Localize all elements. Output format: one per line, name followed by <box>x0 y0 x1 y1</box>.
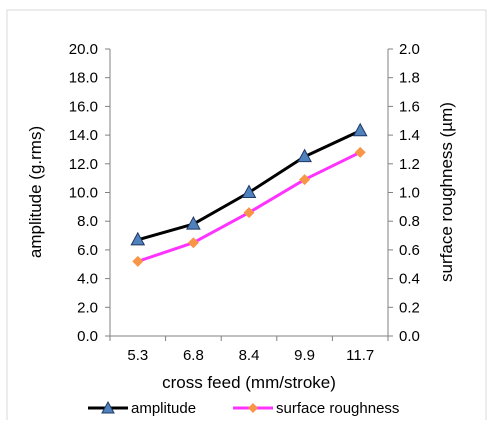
y-left-tick-label: 0.0 <box>77 328 98 345</box>
legend-amplitude-label: amplitude <box>131 400 196 417</box>
x-tick-label: 6.8 <box>183 347 204 364</box>
y-axis-left-title: amplitude (g.rms) <box>26 126 45 258</box>
y-left-tick-label: 6.0 <box>77 242 98 259</box>
y-right-tick-label: 0.0 <box>399 328 420 345</box>
y-left-tick-label: 12.0 <box>69 156 98 173</box>
y-left-tick-label: 16.0 <box>69 98 98 115</box>
y-right-tick-label: 1.4 <box>399 127 420 144</box>
y-left-tick-label: 2.0 <box>77 299 98 316</box>
x-axis-title: cross feed (mm/stroke) <box>162 373 336 392</box>
y-right-tick-label: 0.4 <box>399 271 420 288</box>
x-tick-label: 8.4 <box>239 347 260 364</box>
y-left-tick-label: 14.0 <box>69 127 98 144</box>
y-left-tick-label: 20.0 <box>69 41 98 58</box>
x-tick-label: 11.7 <box>346 347 374 364</box>
y-right-tick-label: 0.6 <box>399 242 420 259</box>
y-left-tick-label: 4.0 <box>77 271 98 288</box>
y-axis-right-title: surface roughness (µm) <box>437 102 456 282</box>
y-right-tick-label: 0.2 <box>399 299 420 316</box>
y-left-tick-label: 18.0 <box>69 70 98 87</box>
x-tick-label: 5.3 <box>127 347 148 364</box>
y-right-tick-label: 1.0 <box>399 185 420 202</box>
y-right-tick-label: 1.2 <box>399 156 420 173</box>
y-left-tick-label: 8.0 <box>77 213 98 230</box>
y-right-tick-label: 2.0 <box>399 41 420 58</box>
y-right-tick-label: 0.8 <box>399 213 420 230</box>
y-right-tick-label: 1.6 <box>399 98 420 115</box>
y-right-tick-label: 1.8 <box>399 70 420 87</box>
x-tick-label: 9.9 <box>294 347 315 364</box>
y-left-tick-label: 10.0 <box>69 185 98 202</box>
legend-roughness-label: surface roughness <box>276 400 399 417</box>
